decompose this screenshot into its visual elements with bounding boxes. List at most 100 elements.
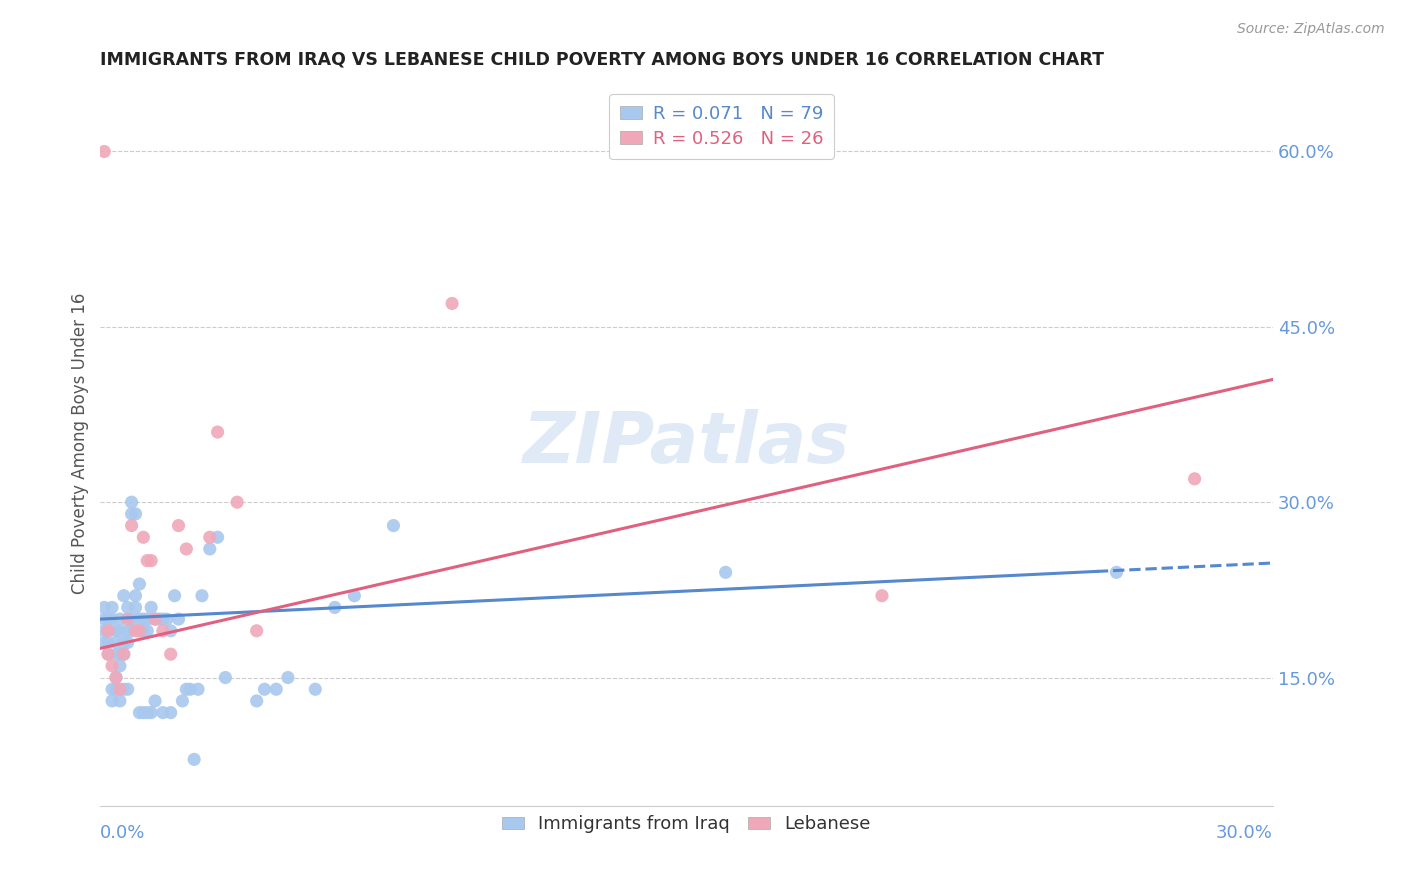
Point bbox=[143, 694, 166, 708]
Point bbox=[323, 600, 346, 615]
Point bbox=[101, 658, 124, 673]
Point bbox=[159, 647, 181, 661]
Point bbox=[152, 612, 174, 626]
Point bbox=[132, 612, 155, 626]
Text: Source: ZipAtlas.com: Source: ZipAtlas.com bbox=[1237, 22, 1385, 37]
Point bbox=[304, 682, 326, 697]
Point bbox=[141, 554, 163, 568]
Point bbox=[101, 600, 124, 615]
Point bbox=[870, 589, 893, 603]
Point bbox=[441, 296, 464, 310]
Point bbox=[124, 624, 146, 638]
Point bbox=[246, 694, 269, 708]
Point bbox=[132, 530, 155, 544]
Point bbox=[246, 624, 269, 638]
Point bbox=[104, 682, 127, 697]
Point bbox=[93, 145, 115, 159]
Text: ZIPatlas: ZIPatlas bbox=[523, 409, 851, 478]
Point bbox=[117, 635, 139, 649]
Point bbox=[143, 612, 166, 626]
Point bbox=[128, 706, 150, 720]
Point bbox=[167, 518, 190, 533]
Point bbox=[112, 682, 135, 697]
Point bbox=[117, 600, 139, 615]
Point bbox=[163, 589, 186, 603]
Point bbox=[159, 624, 181, 638]
Point bbox=[148, 612, 170, 626]
Point bbox=[112, 589, 135, 603]
Text: IMMIGRANTS FROM IRAQ VS LEBANESE CHILD POVERTY AMONG BOYS UNDER 16 CORRELATION C: IMMIGRANTS FROM IRAQ VS LEBANESE CHILD P… bbox=[100, 51, 1104, 69]
Point bbox=[176, 541, 198, 556]
Point bbox=[172, 694, 194, 708]
Point bbox=[97, 612, 120, 626]
Point bbox=[187, 682, 209, 697]
Point bbox=[277, 671, 299, 685]
Point bbox=[264, 682, 287, 697]
Point bbox=[93, 624, 115, 638]
Point bbox=[108, 647, 131, 661]
Point bbox=[101, 682, 124, 697]
Point bbox=[136, 612, 159, 626]
Point bbox=[128, 624, 150, 638]
Point bbox=[343, 589, 366, 603]
Point bbox=[93, 612, 115, 626]
Point bbox=[179, 682, 201, 697]
Point bbox=[226, 495, 249, 509]
Point bbox=[104, 671, 127, 685]
Point bbox=[124, 600, 146, 615]
Point bbox=[124, 507, 146, 521]
Point bbox=[253, 682, 276, 697]
Point bbox=[191, 589, 214, 603]
Point bbox=[136, 554, 159, 568]
Point bbox=[121, 495, 143, 509]
Point bbox=[104, 671, 127, 685]
Point bbox=[124, 589, 146, 603]
Point bbox=[128, 612, 150, 626]
Point bbox=[97, 624, 120, 638]
Point bbox=[97, 635, 120, 649]
Point bbox=[1184, 472, 1206, 486]
Point bbox=[207, 425, 229, 439]
Point bbox=[108, 624, 131, 638]
Point bbox=[1105, 566, 1128, 580]
Point bbox=[97, 647, 120, 661]
Point bbox=[132, 706, 155, 720]
Legend: Immigrants from Iraq, Lebanese: Immigrants from Iraq, Lebanese bbox=[495, 808, 877, 840]
Point bbox=[156, 612, 179, 626]
Point bbox=[93, 600, 115, 615]
Point bbox=[132, 624, 155, 638]
Point bbox=[183, 752, 205, 766]
Point bbox=[117, 612, 139, 626]
Point bbox=[198, 530, 221, 544]
Point bbox=[97, 647, 120, 661]
Point bbox=[714, 566, 737, 580]
Point bbox=[112, 635, 135, 649]
Point bbox=[128, 577, 150, 591]
Point bbox=[112, 647, 135, 661]
Point bbox=[121, 624, 143, 638]
Point bbox=[382, 518, 405, 533]
Point bbox=[207, 530, 229, 544]
Point bbox=[136, 706, 159, 720]
Point bbox=[117, 624, 139, 638]
Point bbox=[121, 612, 143, 626]
Point bbox=[104, 647, 127, 661]
Point bbox=[152, 706, 174, 720]
Point bbox=[198, 541, 221, 556]
Point bbox=[136, 624, 159, 638]
Point bbox=[159, 706, 181, 720]
Point bbox=[104, 624, 127, 638]
Point bbox=[93, 635, 115, 649]
Point bbox=[141, 706, 163, 720]
Point bbox=[121, 507, 143, 521]
Point bbox=[176, 682, 198, 697]
Text: 0.0%: 0.0% bbox=[100, 824, 146, 842]
Point bbox=[117, 682, 139, 697]
Point bbox=[117, 612, 139, 626]
Point bbox=[112, 647, 135, 661]
Point bbox=[108, 694, 131, 708]
Point bbox=[108, 658, 131, 673]
Point bbox=[121, 518, 143, 533]
Point bbox=[108, 682, 131, 697]
Point bbox=[128, 624, 150, 638]
